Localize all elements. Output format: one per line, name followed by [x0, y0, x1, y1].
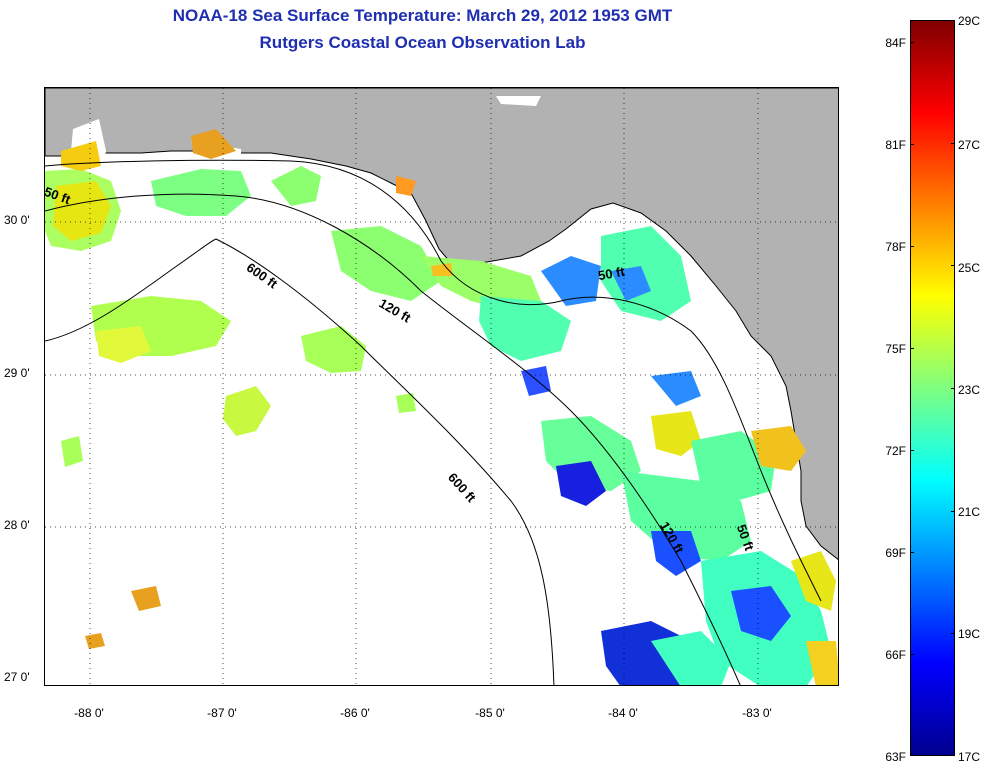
colorbar-tick-f — [910, 552, 914, 553]
map-subtitle: Rutgers Coastal Ocean Observation Lab — [259, 33, 586, 52]
lat-label-28: 28 0' — [4, 518, 30, 532]
bathymetry-contours — [45, 159, 822, 685]
lat-label-27: 27 0' — [4, 670, 30, 684]
lon-label-88: -88 0' — [74, 706, 104, 720]
colorbar-label-81f: 81F — [885, 138, 906, 152]
sst-map — [44, 87, 839, 686]
colorbar-tick-f — [910, 654, 914, 655]
lat-label-29: 29 0' — [4, 366, 30, 380]
lon-label-87: -87 0' — [207, 706, 237, 720]
colorbar-label-29c: 29C — [958, 14, 981, 28]
colorbar-label-63f: 63F — [885, 750, 906, 764]
colorbar-tick-f — [910, 450, 914, 451]
colorbar-tick-f — [910, 246, 914, 247]
colorbar-label-21c: 21C — [958, 505, 981, 519]
colorbar-tick-f — [910, 42, 914, 43]
sst-patches — [45, 129, 838, 685]
colorbar-tick-f — [910, 755, 914, 756]
colorbar-label-69f: 69F — [885, 546, 906, 560]
colorbar-tick-f — [910, 348, 914, 349]
colorbar-tick-c — [951, 388, 955, 389]
colorbar-tick-c — [951, 20, 955, 21]
colorbar-label-23c: 23C — [958, 383, 981, 397]
sst-map-canvas — [45, 88, 838, 685]
lon-label-85: -85 0' — [475, 706, 505, 720]
colorbar-tick-c — [951, 633, 955, 635]
lon-label-84: -84 0' — [608, 706, 638, 720]
colorbar-label-72f: 72F — [885, 444, 906, 458]
lat-label-30: 30 0' — [4, 213, 30, 227]
colorbar-tick-c — [951, 510, 955, 512]
colorbar-label-66f: 66F — [885, 648, 906, 662]
colorbar-label-25c: 25C — [958, 261, 981, 275]
colorbar-tick-f — [910, 144, 914, 145]
lon-label-83: -83 0' — [742, 706, 772, 720]
colorbar-label-75f: 75F — [885, 342, 906, 356]
colorbar-label-19c: 19C — [958, 627, 981, 641]
lake — [496, 96, 541, 106]
colorbar-label-17c: 17C — [958, 750, 981, 764]
colorbar-tick-c — [951, 142, 955, 144]
colorbar-label-84f: 84F — [885, 36, 906, 50]
colorbar-tick-c — [951, 265, 955, 267]
colorbar-label-27c: 27C — [958, 138, 981, 152]
colorbar-label-78f: 78F — [885, 240, 906, 254]
colorbar-tick-c — [951, 755, 955, 756]
lon-label-86: -86 0' — [340, 706, 370, 720]
map-title: NOAA-18 Sea Surface Temperature: March 2… — [172, 6, 673, 25]
temperature-colorbar — [910, 20, 955, 756]
